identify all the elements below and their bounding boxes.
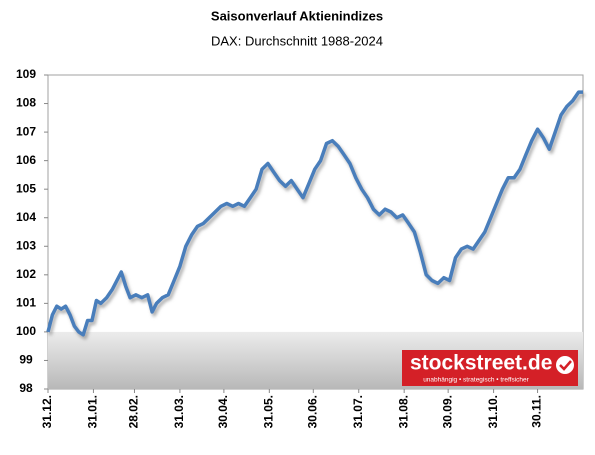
logo-tagline: unabhängig • strategisch • treffsicher xyxy=(423,377,529,384)
x-tick-label: 31.01. xyxy=(86,395,100,428)
plot-area: 98 99 100 101 102 103 104 105 106 107 108 109 31.12.… xyxy=(16,67,584,428)
chart-subtitle: DAX: Durchschnitt 1988-2024 xyxy=(211,33,383,48)
logo-check xyxy=(559,360,572,371)
y-tick-label: 102 xyxy=(16,267,36,281)
logo-icon xyxy=(556,356,574,374)
x-tick-label: 28.02. xyxy=(127,395,141,428)
x-tick-label: 31.07. xyxy=(351,395,365,428)
y-tick-label: 106 xyxy=(16,153,36,167)
x-tick-label: 30.09. xyxy=(440,395,454,428)
y-tick-label: 104 xyxy=(16,210,36,224)
y-tick-label: 107 xyxy=(16,124,36,138)
y-tick-label: 99 xyxy=(19,353,33,367)
x-tick-label: 31.03. xyxy=(172,395,186,428)
x-tick-label: 31.08. xyxy=(396,395,410,428)
logo-box xyxy=(402,350,578,386)
logo: stockstreet.de unabhängig • strategisch … xyxy=(402,350,578,386)
y-tick-label: 101 xyxy=(16,296,36,310)
y-tick-label: 98 xyxy=(19,381,33,395)
x-tick-label: 30.04. xyxy=(216,395,230,428)
x-tick-label: 31.12. xyxy=(40,395,54,428)
y-tick-label: 105 xyxy=(16,181,36,195)
data-line xyxy=(46,90,583,337)
logo-name: stockstreet.de xyxy=(410,352,552,375)
y-tick-label: 109 xyxy=(16,67,36,81)
y-tick-label: 108 xyxy=(16,96,36,110)
x-tick-label: 30.11. xyxy=(530,395,544,428)
x-tick-label: 31.10. xyxy=(486,395,500,428)
chart-title: Saisonverlauf Aktienindizes xyxy=(211,8,383,23)
y-tick-label: 100 xyxy=(16,324,36,338)
y-tick-label: 103 xyxy=(16,238,36,252)
x-tick-label: 30.06. xyxy=(305,395,319,428)
x-tick-label: 31.05. xyxy=(262,395,276,428)
